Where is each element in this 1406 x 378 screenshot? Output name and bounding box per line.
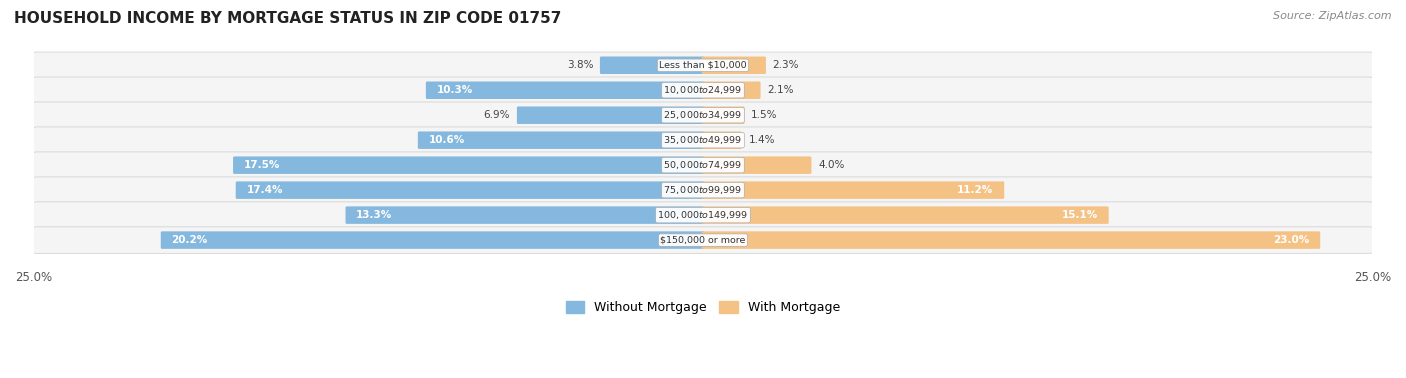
FancyBboxPatch shape [236,181,704,199]
FancyBboxPatch shape [346,206,704,224]
Text: 1.4%: 1.4% [748,135,775,145]
FancyBboxPatch shape [32,152,1374,178]
Text: 11.2%: 11.2% [957,185,994,195]
FancyBboxPatch shape [702,156,811,174]
Text: HOUSEHOLD INCOME BY MORTGAGE STATUS IN ZIP CODE 01757: HOUSEHOLD INCOME BY MORTGAGE STATUS IN Z… [14,11,561,26]
Text: $35,000 to $49,999: $35,000 to $49,999 [664,134,742,146]
Text: 4.0%: 4.0% [818,160,845,170]
Text: 2.1%: 2.1% [768,85,794,95]
FancyBboxPatch shape [32,77,1374,104]
FancyBboxPatch shape [32,177,1374,203]
Text: $25,000 to $34,999: $25,000 to $34,999 [664,109,742,121]
Text: $10,000 to $24,999: $10,000 to $24,999 [664,84,742,96]
Text: $150,000 or more: $150,000 or more [661,235,745,245]
FancyBboxPatch shape [418,132,704,149]
Text: Source: ZipAtlas.com: Source: ZipAtlas.com [1274,11,1392,21]
FancyBboxPatch shape [702,82,761,99]
FancyBboxPatch shape [702,231,1320,249]
Text: 23.0%: 23.0% [1274,235,1309,245]
FancyBboxPatch shape [160,231,704,249]
Text: 20.2%: 20.2% [172,235,208,245]
FancyBboxPatch shape [233,156,704,174]
Text: $100,000 to $149,999: $100,000 to $149,999 [658,209,748,221]
FancyBboxPatch shape [600,57,704,74]
Text: $75,000 to $99,999: $75,000 to $99,999 [664,184,742,196]
FancyBboxPatch shape [32,52,1374,79]
FancyBboxPatch shape [32,102,1374,129]
FancyBboxPatch shape [702,181,1004,199]
Text: 2.3%: 2.3% [773,60,799,70]
FancyBboxPatch shape [517,107,704,124]
Text: 6.9%: 6.9% [484,110,510,120]
Text: Less than $10,000: Less than $10,000 [659,61,747,70]
Text: $50,000 to $74,999: $50,000 to $74,999 [664,159,742,171]
Text: 17.5%: 17.5% [243,160,280,170]
FancyBboxPatch shape [702,132,742,149]
FancyBboxPatch shape [426,82,704,99]
Text: 3.8%: 3.8% [567,60,593,70]
Text: 1.5%: 1.5% [751,110,778,120]
Text: 17.4%: 17.4% [246,185,283,195]
Text: 10.6%: 10.6% [429,135,465,145]
FancyBboxPatch shape [702,206,1109,224]
Text: 13.3%: 13.3% [356,210,392,220]
FancyBboxPatch shape [32,127,1374,153]
Text: 15.1%: 15.1% [1062,210,1098,220]
FancyBboxPatch shape [32,227,1374,253]
Legend: Without Mortgage, With Mortgage: Without Mortgage, With Mortgage [561,296,845,319]
FancyBboxPatch shape [702,57,766,74]
FancyBboxPatch shape [32,202,1374,228]
FancyBboxPatch shape [702,107,745,124]
Text: 10.3%: 10.3% [437,85,472,95]
